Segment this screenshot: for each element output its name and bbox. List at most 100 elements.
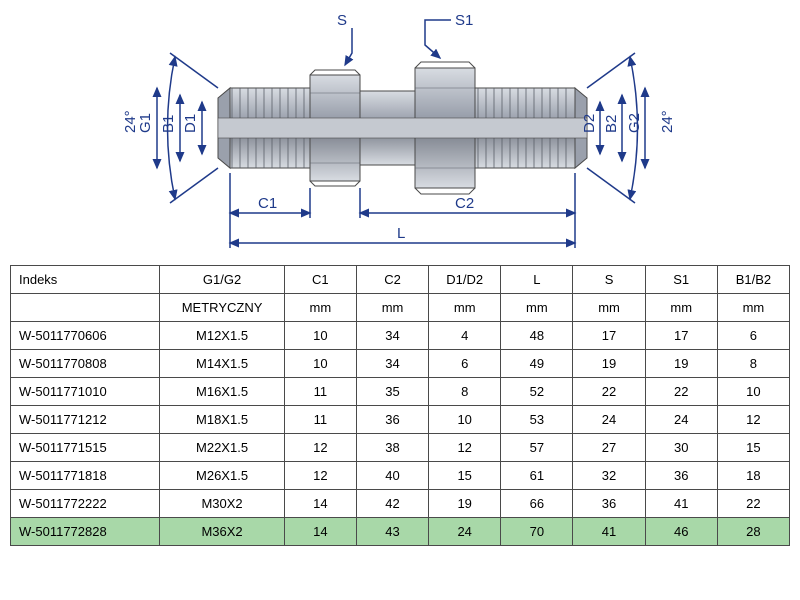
table-cell: 24 — [573, 406, 645, 434]
unit-cell: mm — [284, 294, 356, 322]
table-cell: W-5011771212 — [11, 406, 160, 434]
table-cell: 24 — [429, 518, 501, 546]
table-cell: M14X1.5 — [160, 350, 284, 378]
table-cell: M26X1.5 — [160, 462, 284, 490]
col-header: L — [501, 266, 573, 294]
label-D1: D1 — [182, 113, 199, 132]
unit-cell: mm — [573, 294, 645, 322]
col-header: S — [573, 266, 645, 294]
table-cell: 6 — [429, 350, 501, 378]
table-cell: W-5011771010 — [11, 378, 160, 406]
table-cell: 8 — [717, 350, 789, 378]
table-cell: 32 — [573, 462, 645, 490]
col-header: C1 — [284, 266, 356, 294]
unit-cell: METRYCZNY — [160, 294, 284, 322]
table-cell: W-5011771818 — [11, 462, 160, 490]
table-cell: M16X1.5 — [160, 378, 284, 406]
label-C2: C2 — [455, 195, 474, 212]
table-cell: 14 — [284, 490, 356, 518]
table-cell: 12 — [284, 434, 356, 462]
table-cell: 57 — [501, 434, 573, 462]
table-cell: W-5011771515 — [11, 434, 160, 462]
table-cell: 46 — [645, 518, 717, 546]
specifications-table-container: Indeks G1/G2 C1 C2 D1/D2 L S S1 B1/B2 ME… — [0, 265, 800, 600]
label-angle-right: 24° — [659, 110, 676, 133]
table-row: W-5011771515M22X1.512381257273015 — [11, 434, 790, 462]
table-cell: 19 — [429, 490, 501, 518]
table-unit-row: METRYCZNY mm mm mm mm mm mm mm — [11, 294, 790, 322]
label-G1: G1 — [137, 112, 154, 132]
table-row: W-5011771010M16X1.51135852222210 — [11, 378, 790, 406]
col-header: B1/B2 — [717, 266, 789, 294]
unit-cell: mm — [356, 294, 428, 322]
table-cell: M18X1.5 — [160, 406, 284, 434]
label-S1: S1 — [455, 12, 473, 29]
table-cell: 34 — [356, 350, 428, 378]
table-cell: 22 — [717, 490, 789, 518]
table-cell: 6 — [717, 322, 789, 350]
table-cell: M12X1.5 — [160, 322, 284, 350]
table-row: W-5011771818M26X1.512401561323618 — [11, 462, 790, 490]
table-cell: 12 — [284, 462, 356, 490]
label-G2: G2 — [626, 112, 643, 132]
unit-cell: mm — [501, 294, 573, 322]
table-cell: 11 — [284, 378, 356, 406]
col-header: G1/G2 — [160, 266, 284, 294]
table-cell: 34 — [356, 322, 428, 350]
table-cell: 41 — [645, 490, 717, 518]
col-header: Indeks — [11, 266, 160, 294]
table-cell: 43 — [356, 518, 428, 546]
table-cell: W-5011770808 — [11, 350, 160, 378]
table-cell: 18 — [717, 462, 789, 490]
table-cell: 10 — [284, 350, 356, 378]
label-L: L — [397, 225, 405, 242]
table-cell: 30 — [645, 434, 717, 462]
table-cell: 8 — [429, 378, 501, 406]
table-cell: 12 — [429, 434, 501, 462]
unit-cell: mm — [429, 294, 501, 322]
table-cell: 10 — [284, 322, 356, 350]
table-cell: 49 — [501, 350, 573, 378]
col-header: S1 — [645, 266, 717, 294]
table-cell: 36 — [645, 462, 717, 490]
table-cell: 19 — [645, 350, 717, 378]
technical-drawing: S S1 24° G1 B1 D1 24° D2 B2 G2 — [0, 0, 800, 265]
table-cell: 38 — [356, 434, 428, 462]
unit-cell: mm — [717, 294, 789, 322]
fitting-diagram: S S1 24° G1 B1 D1 24° D2 B2 G2 — [100, 3, 700, 263]
table-cell: 27 — [573, 434, 645, 462]
table-cell: 10 — [429, 406, 501, 434]
table-cell: 17 — [573, 322, 645, 350]
table-cell: W-5011770606 — [11, 322, 160, 350]
table-cell: 61 — [501, 462, 573, 490]
table-row: W-5011770808M14X1.5103464919198 — [11, 350, 790, 378]
table-cell: 15 — [429, 462, 501, 490]
table-cell: M30X2 — [160, 490, 284, 518]
table-row: W-5011772828M36X214432470414628 — [11, 518, 790, 546]
table-cell: 22 — [645, 378, 717, 406]
table-cell: 12 — [717, 406, 789, 434]
table-cell: 19 — [573, 350, 645, 378]
table-cell: 22 — [573, 378, 645, 406]
table-cell: 10 — [717, 378, 789, 406]
table-header-row: Indeks G1/G2 C1 C2 D1/D2 L S S1 B1/B2 — [11, 266, 790, 294]
table-cell: 70 — [501, 518, 573, 546]
table-cell: W-5011772828 — [11, 518, 160, 546]
label-B2: B2 — [603, 114, 620, 132]
table-cell: 28 — [717, 518, 789, 546]
table-cell: 15 — [717, 434, 789, 462]
table-cell: M22X1.5 — [160, 434, 284, 462]
unit-cell — [11, 294, 160, 322]
label-D2: D2 — [581, 113, 598, 132]
label-S: S — [337, 12, 347, 29]
table-cell: W-5011772222 — [11, 490, 160, 518]
table-cell: 53 — [501, 406, 573, 434]
label-B1: B1 — [160, 114, 177, 132]
table-cell: 48 — [501, 322, 573, 350]
col-header: D1/D2 — [429, 266, 501, 294]
table-cell: 52 — [501, 378, 573, 406]
table-cell: 35 — [356, 378, 428, 406]
table-cell: 42 — [356, 490, 428, 518]
table-cell: M36X2 — [160, 518, 284, 546]
col-header: C2 — [356, 266, 428, 294]
